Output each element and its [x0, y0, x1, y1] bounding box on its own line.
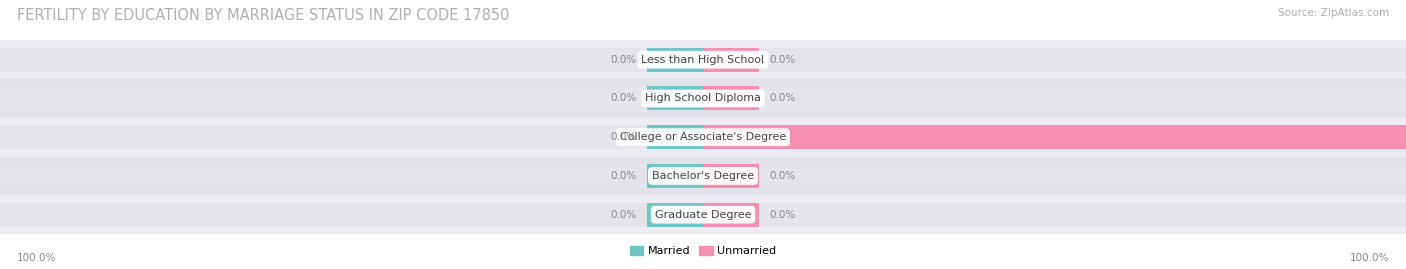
Bar — [703, 125, 1406, 149]
Text: 0.0%: 0.0% — [610, 210, 637, 220]
Bar — [703, 125, 1406, 149]
Bar — [703, 203, 1406, 227]
Bar — [647, 164, 703, 188]
Text: 0.0%: 0.0% — [770, 55, 796, 65]
Legend: Married, Unmarried: Married, Unmarried — [626, 241, 780, 261]
Bar — [0, 125, 703, 149]
Text: 100.0%: 100.0% — [1350, 253, 1389, 263]
Text: Bachelor's Degree: Bachelor's Degree — [652, 171, 754, 181]
Bar — [0, 86, 703, 111]
Bar — [647, 125, 703, 149]
Text: 0.0%: 0.0% — [770, 210, 796, 220]
Bar — [0, 48, 703, 72]
Bar — [0, 157, 1406, 195]
Bar — [703, 164, 1406, 188]
Text: Graduate Degree: Graduate Degree — [655, 210, 751, 220]
Bar — [0, 164, 703, 188]
Text: 0.0%: 0.0% — [770, 93, 796, 104]
Bar — [703, 48, 759, 72]
Text: 0.0%: 0.0% — [770, 171, 796, 181]
Bar — [0, 118, 1406, 157]
Text: Source: ZipAtlas.com: Source: ZipAtlas.com — [1278, 8, 1389, 18]
Text: Less than High School: Less than High School — [641, 55, 765, 65]
Text: High School Diploma: High School Diploma — [645, 93, 761, 104]
Bar — [0, 195, 1406, 234]
Bar — [647, 48, 703, 72]
Text: 0.0%: 0.0% — [610, 55, 637, 65]
Bar — [647, 203, 703, 227]
Bar — [703, 86, 1406, 111]
Bar — [647, 86, 703, 111]
Text: 100.0%: 100.0% — [17, 253, 56, 263]
Bar — [703, 203, 759, 227]
Bar — [703, 86, 759, 111]
Bar — [0, 203, 703, 227]
Bar — [0, 79, 1406, 118]
Bar — [703, 164, 759, 188]
Bar — [0, 40, 1406, 79]
Text: College or Associate's Degree: College or Associate's Degree — [620, 132, 786, 142]
Text: 0.0%: 0.0% — [610, 171, 637, 181]
Bar — [703, 48, 1406, 72]
Text: FERTILITY BY EDUCATION BY MARRIAGE STATUS IN ZIP CODE 17850: FERTILITY BY EDUCATION BY MARRIAGE STATU… — [17, 8, 509, 23]
Text: 0.0%: 0.0% — [610, 93, 637, 104]
Text: 0.0%: 0.0% — [610, 132, 637, 142]
